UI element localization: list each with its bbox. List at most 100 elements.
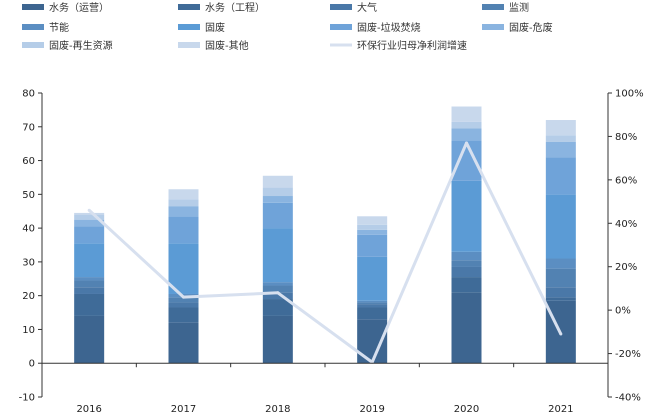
y2-tick-label: -40% [615,393,641,404]
bar-segment [451,277,482,293]
y-tick-label: 0 [29,359,35,370]
bar-segment [451,292,482,364]
bar-segment [74,280,105,288]
y-tick-label: 60 [22,156,35,167]
bar-segment [545,258,576,269]
legend-item: 水务（运营） [22,1,109,14]
legend-item: 固废-再生资源 [22,39,113,52]
legend-item: 固废-危废 [482,21,553,34]
legend-swatch [178,24,200,30]
bar-segment [168,216,199,244]
legend-swatch [482,24,504,30]
legend-swatch [482,4,504,10]
legend-item: 固废 [178,21,225,34]
legend-item: 大气 [330,1,377,14]
x-tick-label: 2018 [265,404,290,414]
bar-segment [168,199,199,207]
bar-segment [262,202,293,229]
y2-tick-label: 20% [615,262,637,273]
bar-segment [74,214,105,220]
y-tick-label: 40 [22,224,35,235]
legend-label: 固废-危废 [509,21,553,34]
bar-segment [357,304,388,308]
y2-tick-label: -20% [615,349,641,360]
bar-segment [451,180,482,252]
legend-label: 固废-其他 [205,39,249,52]
bar-segment [545,297,576,301]
bar-segment [262,187,293,197]
bar-segment [168,302,199,308]
bar-segment [74,315,105,364]
bar-segment [545,120,576,136]
bar-segment [357,234,388,257]
bar-segment [451,106,482,122]
bar-segment [168,243,199,294]
legend-label: 监测 [509,1,529,14]
y-tick-label: 50 [22,190,35,201]
bar-segment [262,285,293,293]
legend-label: 大气 [357,1,377,14]
legend-swatch [22,42,44,48]
growth-point [276,291,280,295]
bar-segment [262,299,293,316]
legend-swatch [178,42,200,48]
bar-segment [545,194,576,259]
legend-label: 节能 [49,21,69,34]
y-tick-label: 20 [22,291,35,302]
bar-segment [357,224,388,230]
bar-segment [357,229,388,235]
bar-segment [168,297,199,303]
bar-segment [74,293,105,316]
legend-label: 固废-再生资源 [49,39,113,52]
bar-segment [262,228,293,283]
bar-segment [545,287,576,298]
bar-segment [262,315,293,364]
bar-segment [545,157,576,195]
growth-point [87,208,91,212]
bar-segment [545,135,576,142]
y-tick-label: 80 [22,89,35,100]
bar-segment [451,121,482,129]
bar-segment [74,226,105,244]
bar-segment [74,243,105,278]
bar-segment [262,292,293,300]
legend-item: 固废-其他 [178,39,249,52]
y-tick-label: 70 [22,122,35,133]
x-tick-label: 2016 [76,404,101,414]
y-tick-label: 10 [22,325,35,336]
bar-segment [262,175,293,188]
growth-point [182,295,185,299]
bar-segment [357,307,388,320]
legend-item: 固废-垃圾焚烧 [330,21,421,34]
bar-segment [545,268,576,288]
axes: 80 70 60 50 40 30 20 10 0 -10 100% 80% 60% 40% 20% 0% -2… [19,89,644,414]
bar-segment [451,260,482,267]
x-tick-label: 2020 [454,404,479,414]
legend-swatch [330,24,352,30]
growth-point [559,332,563,336]
legend-swatch [330,4,352,10]
y2-tick-label: 40% [615,219,637,230]
bar-segment [545,141,576,158]
bar-segment [451,266,482,278]
y2-tick-label: 100% [615,89,644,100]
legend-item: 节能 [22,21,69,34]
bar-segment [168,189,199,200]
bar-segment [357,302,388,305]
bar-segment [168,322,199,364]
bar-segment [451,251,482,261]
legend-label: 固废 [205,21,225,34]
growth-line [88,141,563,364]
legend-swatch [178,4,200,10]
legend-label: 水务（工程） [205,1,265,14]
legend-label: 环保行业归母净利润增速 [357,39,467,52]
x-tick-label: 2017 [171,404,196,414]
legend-label: 水务（运营） [49,1,109,14]
x-tick-label: 2019 [359,404,384,414]
line-layer [87,141,563,364]
legend-item: 水务（工程） [178,1,265,14]
bar-segment [262,282,293,286]
bar-segment [168,206,199,217]
